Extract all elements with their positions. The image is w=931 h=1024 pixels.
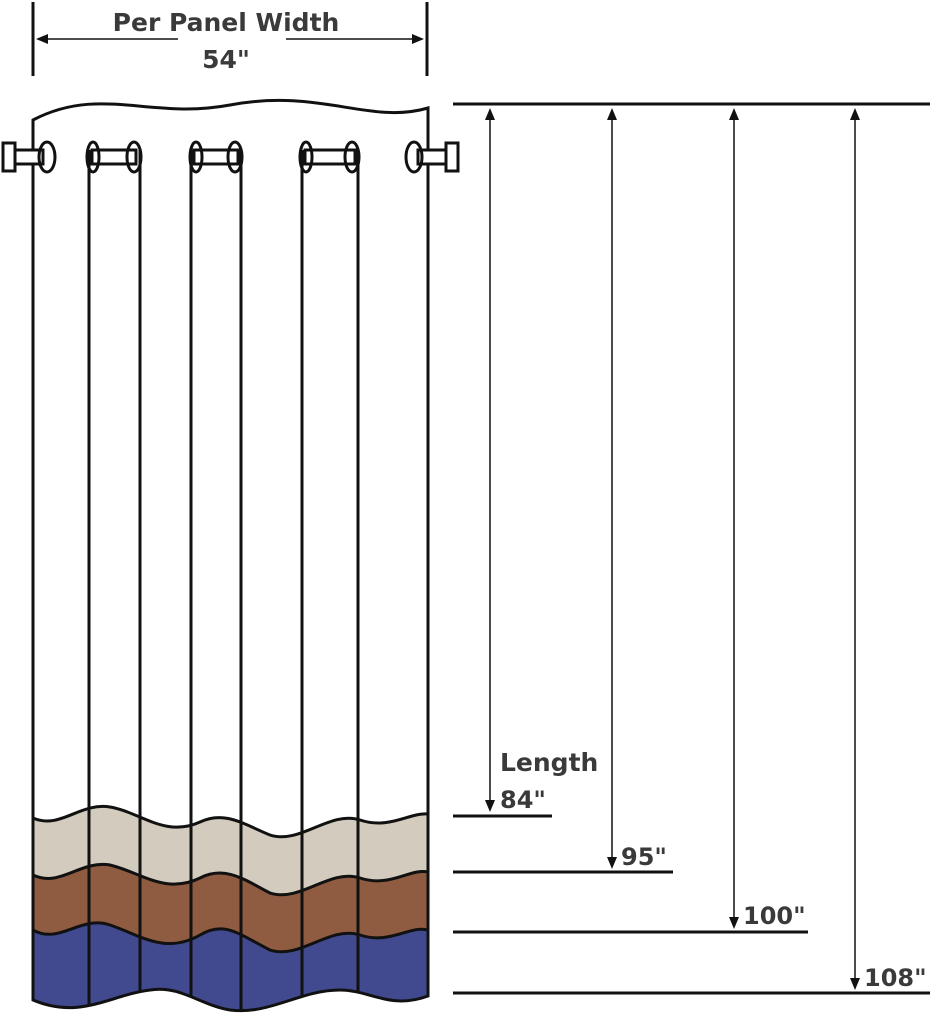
length-title: Length: [500, 748, 598, 777]
curtain-panel: [31, 98, 430, 1013]
length-100-label: 100": [743, 902, 806, 930]
length-108-label: 108": [864, 964, 927, 992]
grommet-1: [37, 140, 57, 174]
length-dimension: 84" 95" 100" 108" Length: [453, 102, 930, 995]
length-84-label: 84": [500, 786, 546, 814]
grommet-5: [226, 140, 244, 174]
grommet-3: [125, 140, 143, 174]
brown-band: [33, 864, 428, 952]
beige-band: [33, 806, 428, 895]
grommet-4: [188, 140, 204, 174]
width-value: 54": [202, 45, 250, 74]
curtain-outline: [31, 98, 430, 1013]
length-108: 108": [453, 108, 930, 995]
length-84: 84": [453, 108, 552, 818]
width-arrowhead-right: [412, 34, 424, 44]
rod-end-right: [444, 141, 460, 173]
width-arrowhead-left: [36, 34, 48, 44]
width-dimension: Per Panel Width 54": [31, 2, 429, 76]
grommet-7: [343, 140, 361, 174]
length-100: 100": [453, 108, 808, 934]
pleat-lines: [87, 150, 360, 1010]
grommet-8: [404, 140, 424, 174]
rod-end-left: [1, 141, 17, 173]
grommets: [37, 140, 424, 174]
width-title: Per Panel Width: [113, 8, 340, 37]
grommet-6: [298, 140, 314, 174]
curtain-rod: [1, 141, 460, 173]
length-95: 95": [453, 108, 673, 874]
length-95-label: 95": [621, 843, 667, 871]
grommet-2: [85, 140, 101, 174]
